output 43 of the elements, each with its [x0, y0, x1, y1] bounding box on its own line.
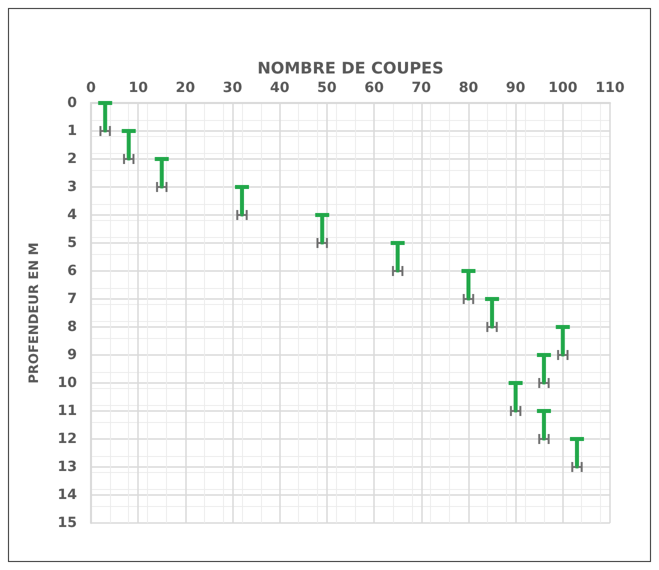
point [514, 410, 518, 412]
x-tick-label: 50 [317, 80, 337, 96]
point [320, 242, 324, 244]
y-tick-label: 12 [58, 431, 77, 447]
point [490, 326, 494, 328]
x-tick-label: 100 [548, 80, 578, 96]
y-tick-label: 5 [67, 235, 77, 251]
y-tick-label: 10 [58, 375, 78, 391]
point [542, 382, 546, 384]
point [240, 214, 244, 216]
y-tick-label: 14 [58, 487, 78, 503]
y-tick-label: 3 [67, 179, 77, 195]
y-tick-label: 13 [58, 459, 77, 475]
point [466, 298, 470, 300]
x-tick-label: 110 [595, 80, 625, 96]
y-tick-label: 8 [67, 319, 77, 335]
x-tick-label: 70 [412, 80, 432, 96]
x-tick-label: 10 [128, 80, 148, 96]
y-axis-title: PROFENDEUR EN M [27, 242, 42, 384]
x-tick-label: 90 [506, 80, 526, 96]
y-tick-label: 6 [67, 263, 77, 279]
point [160, 186, 164, 188]
point [561, 354, 564, 356]
y-tick-label: 9 [67, 347, 77, 363]
point [127, 158, 130, 160]
y-tick-label: 15 [58, 515, 77, 531]
point [396, 270, 400, 272]
x-axis-title: NOMBRE DE COUPES [257, 58, 444, 78]
point [575, 466, 578, 468]
y-tick-label: 1 [67, 123, 77, 139]
point [104, 130, 107, 132]
y-tick-label: 11 [58, 403, 77, 419]
y-tick-label: 7 [67, 291, 77, 307]
x-tick-label: 0 [86, 80, 96, 96]
x-tick-label: 80 [458, 80, 478, 96]
point [542, 438, 546, 440]
x-tick-label: 30 [222, 80, 243, 96]
x-tick-label: 20 [176, 80, 196, 96]
y-tick-label: 2 [67, 151, 77, 167]
x-tick-label: 40 [270, 80, 290, 96]
y-tick-label: 4 [67, 207, 78, 223]
x-tick-label: 60 [364, 80, 384, 96]
y-tick-label: 0 [67, 95, 78, 111]
